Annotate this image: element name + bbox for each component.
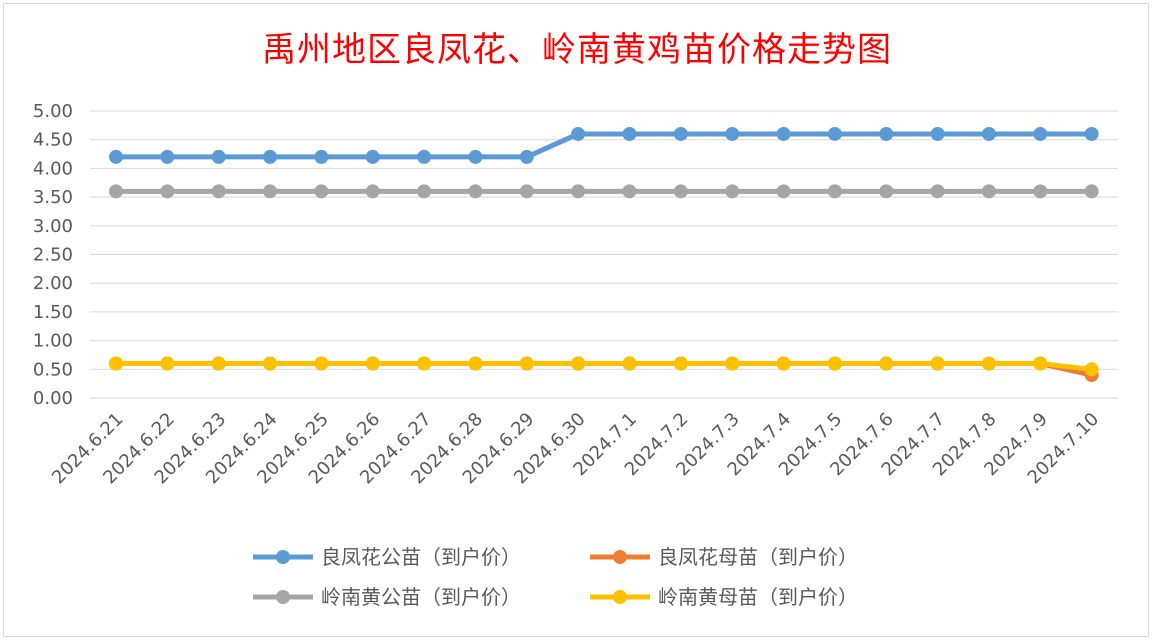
data-point (519, 184, 534, 199)
data-point (263, 356, 278, 371)
data-point (160, 184, 175, 199)
data-point (468, 184, 483, 199)
series-3 (109, 356, 1099, 377)
gridlines (90, 110, 1118, 399)
y-tick-label: 1.50 (33, 302, 73, 323)
data-point (776, 184, 791, 199)
chart-title: 禹州地区良凤花、岭南黄鸡苗价格走势图 (262, 30, 892, 70)
x-axis-ticks: 2024.6.212024.6.222024.6.232024.6.242024… (48, 409, 1103, 489)
data-point (879, 126, 894, 141)
data-point (417, 149, 432, 164)
data-point (827, 356, 842, 371)
legend-label: 岭南黄公苗（到户价） (321, 585, 521, 609)
y-tick-label: 1.00 (33, 331, 73, 352)
legend-item: 良凤花公苗（到户价） (253, 545, 521, 569)
y-tick-label: 3.00 (33, 216, 73, 237)
data-point (417, 184, 432, 199)
series-line (116, 361, 1092, 372)
data-point (1033, 356, 1048, 371)
data-point (468, 149, 483, 164)
data-point (1084, 362, 1099, 377)
data-point (725, 184, 740, 199)
data-point (1084, 184, 1099, 199)
y-axis-ticks: 0.00 0.50 1.00 1.50 2.00 2.50 3.00 3.50 4.00 4.50… (33, 101, 73, 409)
series-0 (109, 126, 1099, 164)
series-lines (109, 126, 1099, 383)
data-point (930, 184, 945, 199)
data-point (622, 184, 637, 199)
data-point (211, 356, 226, 371)
data-point (109, 356, 123, 371)
data-point (981, 126, 996, 141)
data-point (879, 356, 894, 371)
data-point (981, 356, 996, 371)
series-2 (109, 184, 1099, 199)
legend-item: 良凤花母苗（到户价） (590, 545, 858, 569)
chart-frame (3, 3, 1149, 637)
legend-label: 良凤花母苗（到户价） (658, 545, 858, 569)
y-tick-label: 0.00 (33, 388, 73, 409)
data-point (622, 356, 637, 371)
legend-swatch-marker (276, 590, 290, 604)
y-tick-label: 0.50 (33, 359, 73, 380)
data-point (571, 126, 586, 141)
data-point (1033, 126, 1048, 141)
legend-item: 岭南黄公苗（到户价） (253, 585, 521, 609)
data-point (673, 356, 688, 371)
series-line (116, 131, 1092, 160)
legend: 良凤花公苗（到户价） 良凤花母苗（到户价） 岭南黄公苗（到户价） 岭南黄母苗（到户价） (253, 545, 858, 609)
y-tick-label: 4.50 (33, 130, 73, 151)
data-point (673, 184, 688, 199)
data-point (1033, 184, 1048, 199)
data-point (263, 184, 278, 199)
y-tick-label: 2.00 (33, 273, 73, 294)
data-point (930, 126, 945, 141)
data-point (365, 184, 380, 199)
data-point (673, 126, 688, 141)
legend-swatch-marker (276, 550, 290, 564)
data-point (827, 126, 842, 141)
data-point (109, 149, 123, 164)
data-point (314, 356, 329, 371)
data-point (365, 149, 380, 164)
data-point (519, 149, 534, 164)
data-point (571, 184, 586, 199)
y-tick-label: 5.00 (33, 101, 73, 122)
data-point (776, 126, 791, 141)
data-point (725, 356, 740, 371)
data-point (725, 126, 740, 141)
data-point (1084, 126, 1099, 141)
data-point (314, 184, 329, 199)
legend-label: 良凤花公苗（到户价） (321, 545, 521, 569)
data-point (981, 184, 996, 199)
data-point (211, 184, 226, 199)
data-point (827, 184, 842, 199)
data-point (776, 356, 791, 371)
data-point (314, 149, 329, 164)
legend-swatch-marker (613, 550, 627, 564)
data-point (211, 149, 226, 164)
data-point (365, 356, 380, 371)
data-point (109, 184, 123, 199)
data-point (571, 356, 586, 371)
data-point (879, 184, 894, 199)
y-tick-label: 4.00 (33, 158, 73, 179)
legend-swatch-marker (613, 590, 627, 604)
data-point (468, 356, 483, 371)
y-tick-label: 3.50 (33, 187, 73, 208)
y-tick-label: 2.50 (33, 245, 73, 266)
data-point (417, 356, 432, 371)
data-point (930, 356, 945, 371)
data-point (160, 356, 175, 371)
data-point (263, 149, 278, 164)
legend-item: 岭南黄母苗（到户价） (590, 585, 858, 609)
legend-label: 岭南黄母苗（到户价） (658, 585, 858, 609)
data-point (519, 356, 534, 371)
data-point (622, 126, 637, 141)
data-point (160, 149, 175, 164)
